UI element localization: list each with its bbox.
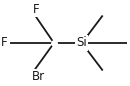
Text: F: F <box>1 36 7 50</box>
Text: Si: Si <box>77 36 87 50</box>
Text: F: F <box>32 3 39 16</box>
Text: Br: Br <box>32 70 45 83</box>
